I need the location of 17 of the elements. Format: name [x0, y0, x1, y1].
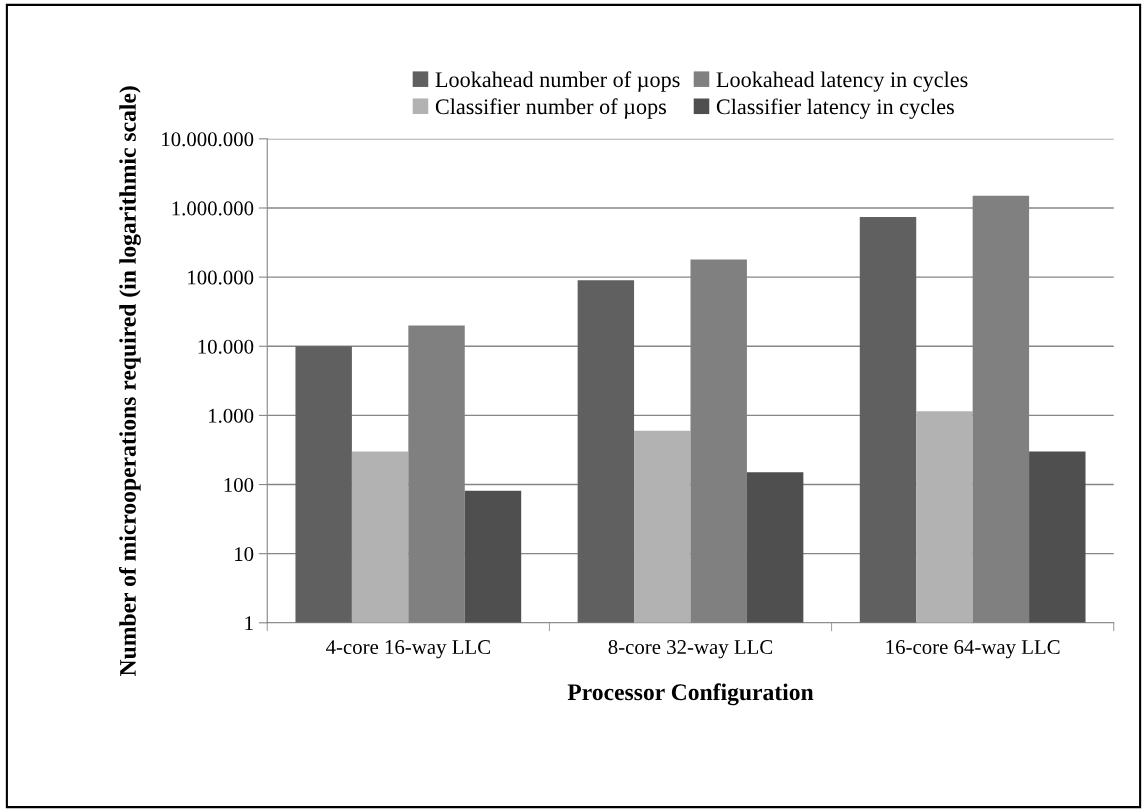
y-tick-label: 1.000: [209, 408, 254, 423]
y-axis-title: Number of microoperations required (in logarithmic scale): [119, 86, 141, 676]
y-tick-label: 10.000.000: [162, 132, 254, 147]
legend-label: Lookahead number of µops: [435, 71, 680, 92]
x-tick-label: 8-core 32-way LLC: [608, 640, 773, 659]
legend-label: Classifier latency in cycles: [716, 98, 954, 119]
x-tick-label: 16-core 64-way LLC: [886, 640, 1060, 659]
y-tick-label: 1: [245, 616, 253, 631]
x-tick-label: 4-core 16-way LLC: [326, 640, 490, 659]
y-tick-label: 100.000: [188, 270, 254, 285]
legend-label: Lookahead latency in cycles: [716, 71, 968, 92]
x-axis-title: Processor Configuration: [567, 683, 814, 706]
legend-label: Classifier number of µops: [435, 98, 667, 119]
y-tick-label: 10.000: [198, 339, 254, 354]
y-tick-label: 1.000.000: [172, 201, 254, 216]
y-tick-label: 100: [224, 477, 254, 492]
y-tick-label: 10: [235, 547, 254, 562]
